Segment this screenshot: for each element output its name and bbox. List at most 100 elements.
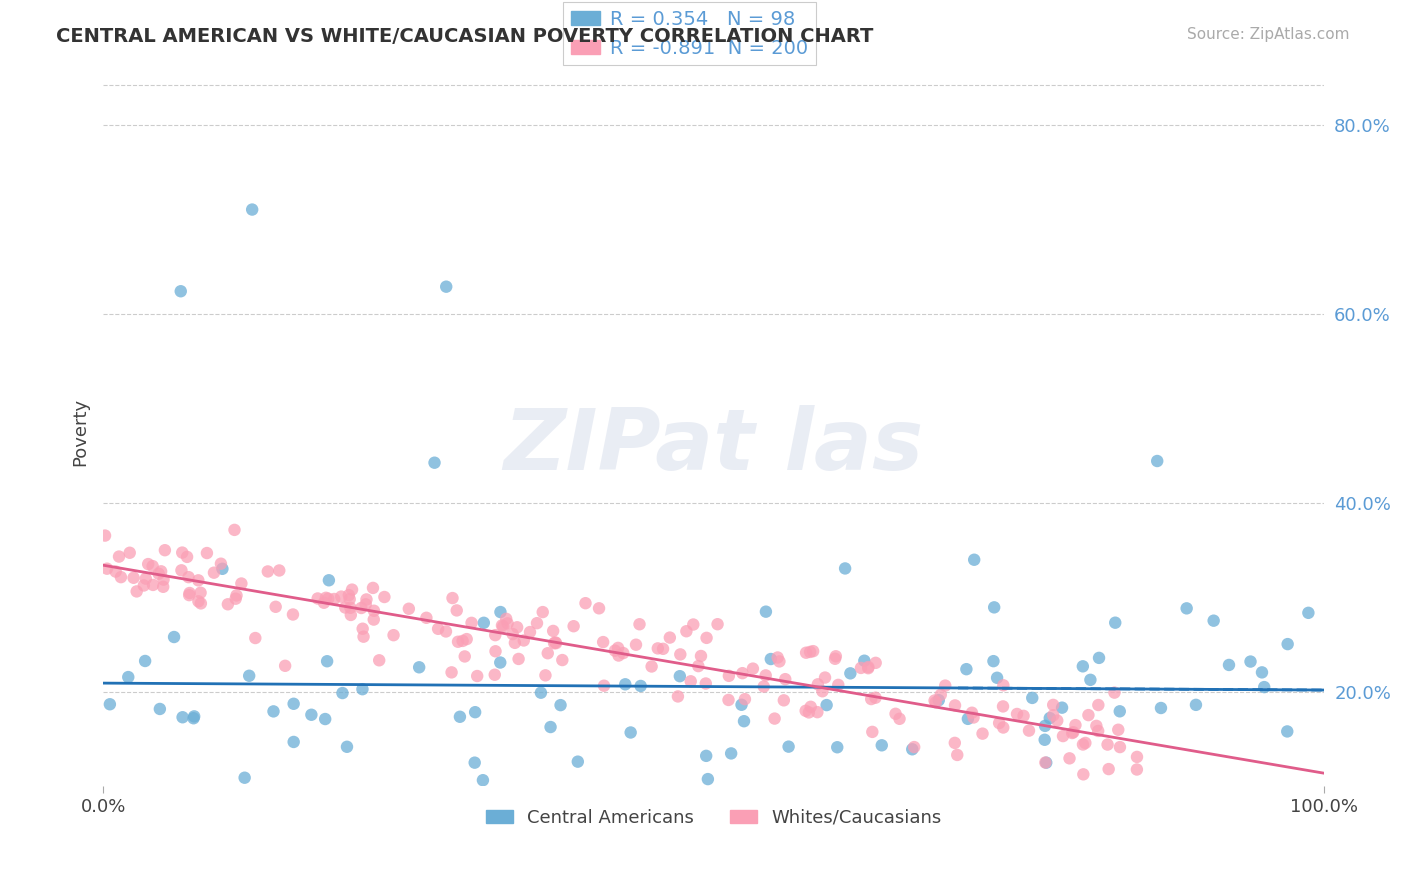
Point (312, 596, 335, 610)
Point (943, 736, 966, 750)
Point (1277, 724, 1299, 739)
Point (456, 632, 478, 646)
Point (1039, 711, 1062, 725)
Point (179, 586, 201, 600)
Point (839, 666, 862, 681)
Point (963, 553, 986, 567)
Point (648, 791, 671, 805)
Point (1080, 673, 1102, 687)
Point (446, 603, 468, 617)
Point (152, 580, 174, 594)
Point (956, 712, 979, 726)
Point (1042, 698, 1064, 712)
Point (799, 645, 821, 659)
Point (336, 739, 359, 754)
Point (190, 585, 212, 599)
Point (823, 789, 845, 804)
Point (669, 648, 692, 662)
Point (807, 677, 830, 691)
Point (797, 706, 820, 720)
Point (471, 773, 494, 788)
Point (612, 646, 634, 660)
Point (794, 646, 817, 660)
Point (1012, 709, 1035, 723)
Point (484, 628, 506, 642)
Point (209, 557, 232, 571)
Point (177, 570, 200, 584)
Point (775, 672, 797, 686)
Point (652, 641, 675, 656)
Point (447, 634, 470, 648)
Point (484, 644, 506, 658)
Point (741, 662, 763, 676)
Point (607, 640, 630, 655)
Point (768, 654, 790, 668)
Point (353, 630, 375, 644)
Point (526, 616, 548, 631)
Point (537, 646, 560, 660)
Point (491, 618, 513, 632)
Point (519, 625, 541, 640)
Point (1062, 725, 1084, 739)
Point (815, 698, 838, 712)
Point (415, 611, 437, 625)
Point (695, 676, 717, 690)
Point (264, 827, 287, 841)
Point (752, 680, 775, 694)
Point (440, 665, 463, 680)
Point (1185, 698, 1208, 712)
Point (368, 653, 391, 667)
Point (361, 581, 384, 595)
Point (1077, 708, 1099, 723)
Point (274, 658, 297, 673)
Point (117, 670, 139, 684)
Legend: Central Americans, Whites/Caucasians: Central Americans, Whites/Caucasians (478, 802, 949, 834)
Point (983, 654, 1005, 668)
Point (1202, 614, 1225, 628)
Point (202, 566, 225, 580)
Point (1042, 708, 1064, 723)
Point (1018, 723, 1040, 738)
Point (865, 690, 887, 705)
Y-axis label: Poverty: Poverty (72, 398, 89, 466)
Point (1098, 762, 1121, 776)
Point (335, 805, 357, 819)
Point (1035, 756, 1057, 770)
Point (352, 622, 374, 636)
Point (408, 660, 430, 674)
Point (508, 652, 530, 666)
Point (495, 612, 517, 626)
Point (195, 546, 218, 560)
Text: Source: ZipAtlas.com: Source: ZipAtlas.com (1187, 27, 1350, 42)
Point (825, 740, 848, 755)
Point (1104, 615, 1126, 630)
Point (669, 669, 692, 683)
Point (755, 605, 778, 619)
Point (104, 565, 127, 579)
Point (550, 698, 572, 712)
Point (148, 566, 170, 581)
Point (1050, 700, 1073, 714)
Point (1218, 657, 1240, 672)
Point (730, 698, 752, 712)
Point (695, 748, 717, 763)
Point (814, 671, 837, 685)
Point (551, 653, 574, 667)
Point (1126, 750, 1149, 764)
Point (382, 628, 405, 642)
Point (427, 622, 450, 636)
Point (316, 654, 339, 668)
Point (122, 571, 145, 585)
Point (824, 649, 846, 664)
Point (231, 576, 253, 591)
Point (464, 705, 486, 719)
Point (283, 697, 305, 711)
Point (179, 588, 201, 602)
Point (766, 650, 789, 665)
Point (865, 656, 887, 670)
Point (337, 588, 360, 602)
Point (603, 643, 626, 657)
Point (316, 591, 339, 606)
Point (256, 565, 278, 579)
Point (849, 661, 872, 675)
